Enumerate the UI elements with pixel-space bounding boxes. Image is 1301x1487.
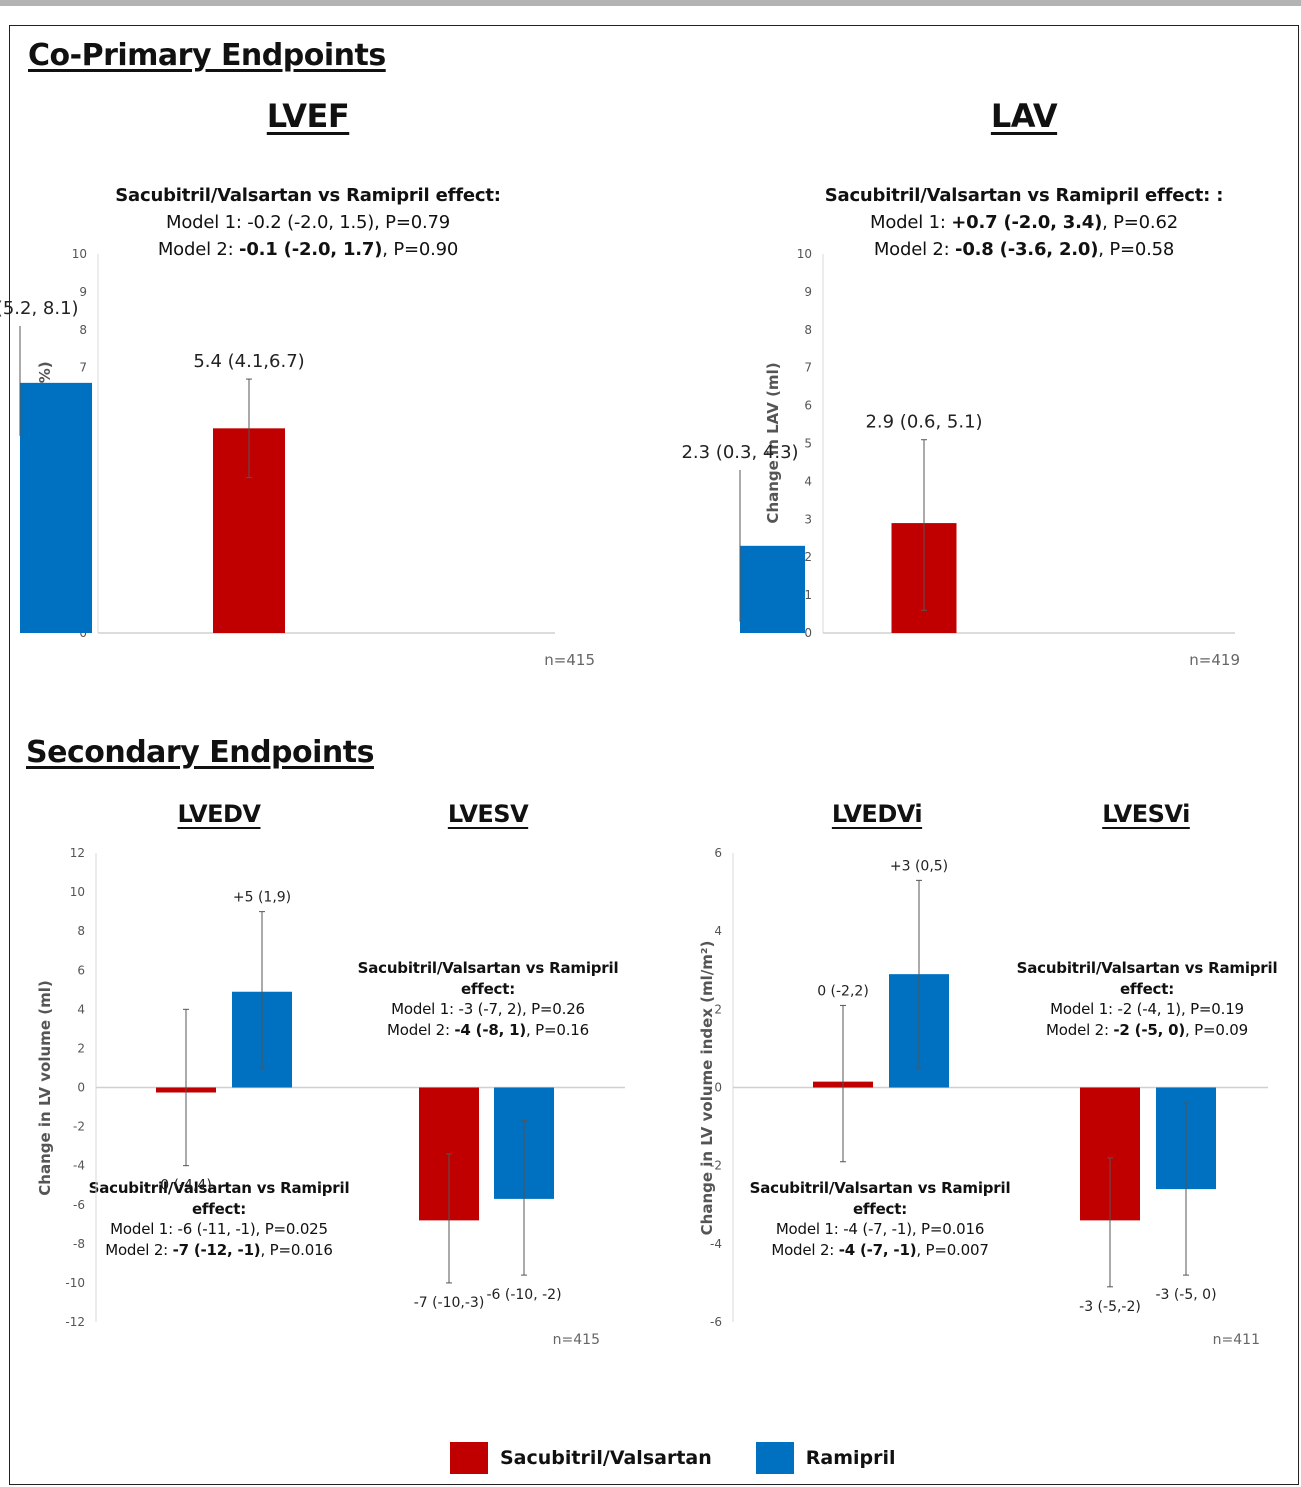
y-tick-label: 5 xyxy=(804,437,812,451)
y-axis-title: Change in LAV (ml) xyxy=(764,362,782,523)
bar-value-label: -3 (-5,-2) xyxy=(1079,1299,1141,1315)
bar-lav-ramipril xyxy=(740,545,805,633)
effect-lav-model2: Model 2: -0.8 (-3.6, 2.0), P=0.58 xyxy=(873,239,1175,260)
sample-size-label: n=415 xyxy=(544,651,595,669)
chart-lv-volume-index: -6 -4 -2 0 2 4 6 Change in LV volume index (ml/… xyxy=(698,846,1268,1348)
effect-lvesvi: Sacubitril/Valsartan vs Ramipril effect:… xyxy=(1016,959,1278,1039)
effect-lvedvi-model2: Model 2: -4 (-7, -1), P=0.007 xyxy=(771,1240,989,1259)
effect-lvedv: Sacubitril/Valsartan vs Ramipril effect:… xyxy=(88,1179,350,1259)
bar-value-label: 2.3 (0.3, 4.3) xyxy=(681,442,798,463)
y-tick-label: 2 xyxy=(804,550,812,564)
y-axis-title: Change in LV volume index (ml/m²) xyxy=(698,941,716,1236)
bar-value-label: +3 (0,5) xyxy=(890,858,948,874)
y-tick-label: -6 xyxy=(73,1198,85,1212)
chart-lav: 0 1 2 3 4 5 6 7 8 9 10 Change in LAV (ml) 2.9 (0.6, … xyxy=(681,247,1240,669)
y-tick-label: -2 xyxy=(710,1159,722,1173)
legend-item-sacubitril-valsartan: Sacubitril/Valsartan xyxy=(450,1442,712,1474)
y-tick-label: -6 xyxy=(710,1315,722,1329)
bar-value-label: -7 (-10,-3) xyxy=(414,1295,485,1311)
effect-lvesv-model2: Model 2: -4 (-8, 1), P=0.16 xyxy=(387,1020,589,1039)
legend: Sacubitril/Valsartan Ramipril xyxy=(450,1442,940,1474)
effect-lvef-model1: Model 1: -0.2 (-2.0, 1.5), P=0.79 xyxy=(166,212,450,233)
y-tick-label: 8 xyxy=(77,924,85,938)
bar-value-label: +5 (1,9) xyxy=(233,890,291,906)
y-tick-label: -10 xyxy=(65,1276,85,1290)
y-axis-title: Change in LV volume (ml) xyxy=(36,980,54,1195)
effect-lvesv-model1: Model 1: -3 (-7, 2), P=0.26 xyxy=(391,1000,585,1018)
y-tick-label: 2 xyxy=(77,1041,85,1055)
y-tick-label: 4 xyxy=(77,1002,85,1016)
effect-lav: Sacubitril/Valsartan vs Ramipril effect:… xyxy=(825,182,1224,263)
y-tick-label: 12 xyxy=(70,846,85,860)
y-tick-label: 2 xyxy=(714,1002,722,1016)
y-tick-label: 4 xyxy=(804,474,812,488)
section-title-secondary: Secondary Endpoints xyxy=(26,735,374,770)
y-tick-label: 0 xyxy=(77,1081,85,1095)
bar-value-label: 2.9 (0.6, 5.1) xyxy=(865,412,982,433)
bar-value-label: 5.4 (4.1,6.7) xyxy=(193,351,304,372)
effect-lvesv: Sacubitril/Valsartan vs Ramipril effect:… xyxy=(357,959,619,1039)
y-tick-label: 7 xyxy=(804,361,812,375)
y-tick-label: 3 xyxy=(804,512,812,526)
y-tick-label: -4 xyxy=(73,1159,85,1173)
y-tick-label: -12 xyxy=(65,1315,85,1329)
effect-lav-model1: Model 1: +0.7 (-2.0, 3.4), P=0.62 xyxy=(870,212,1178,233)
y-tick-label: -4 xyxy=(710,1237,722,1251)
effect-lvef-model2: Model 2: -0.1 (-2.0, 1.7), P=0.90 xyxy=(157,239,459,260)
chart-title-lvef: LVEF xyxy=(266,97,350,135)
chart-title-lvedvi: LVEDVi xyxy=(831,800,923,828)
chart-title-lvedv: LVEDV xyxy=(177,800,261,828)
figure-frame xyxy=(9,25,1299,1485)
effect-lav-head: Sacubitril/Valsartan vs Ramipril effect:… xyxy=(824,185,1224,206)
y-tick-label: 0 xyxy=(804,626,812,640)
y-tick-label: 7 xyxy=(79,361,87,375)
sample-size-label: n=415 xyxy=(553,1332,600,1348)
effect-lvedvi-model1: Model 1: -4 (-7, -1), P=0.016 xyxy=(775,1220,985,1238)
effect-lvedvi: Sacubitril/Valsartan vs Ramipril effect:… xyxy=(749,1179,1011,1259)
legend-label: Ramipril xyxy=(805,1447,896,1469)
y-tick-label: 8 xyxy=(804,323,812,337)
legend-item-ramipril: Ramipril xyxy=(755,1442,896,1474)
bar-value-label: 0 (-2,2) xyxy=(817,983,869,999)
y-tick-label: 6 xyxy=(804,399,812,413)
effect-lvesvi-model2: Model 2: -2 (-5, 0), P=0.09 xyxy=(1046,1020,1248,1039)
section-title-primary: Co-Primary Endpoints xyxy=(28,38,386,73)
y-tick-label: 9 xyxy=(804,285,812,299)
y-tick-label: 6 xyxy=(714,846,722,860)
y-tick-label: -8 xyxy=(73,1237,85,1251)
y-tick-label: 10 xyxy=(70,885,85,899)
chart-title-lvesvi: LVESVi xyxy=(1102,800,1190,828)
effect-lvedv-model1: Model 1: -6 (-11, -1), P=0.025 xyxy=(110,1220,328,1238)
effect-lvesvi-model1: Model 1: -2 (-4, 1), P=0.19 xyxy=(1050,1000,1244,1018)
legend-swatch-blue xyxy=(755,1442,794,1474)
y-tick-label: 6 xyxy=(77,963,85,977)
legend-label: Sacubitril/Valsartan xyxy=(500,1447,712,1469)
chart-lv-volume: -12 -10 -8 -6 -4 -2 0 2 4 6 8 10 12 Change in LV volu… xyxy=(36,846,625,1348)
y-tick-label: 8 xyxy=(79,323,87,337)
y-tick-label: 10 xyxy=(72,247,87,261)
y-tick-label: 4 xyxy=(714,924,722,938)
bar-value-label: -3 (-5, 0) xyxy=(1155,1287,1216,1303)
chart-title-lav: LAV xyxy=(990,97,1058,135)
effect-lvef-head: Sacubitril/Valsartan vs Ramipril effect: xyxy=(115,185,501,206)
top-rule xyxy=(0,0,1301,6)
y-tick-label: 10 xyxy=(797,247,812,261)
chart-title-lvesv: LVESV xyxy=(447,800,529,828)
bar-lvef-ramipril xyxy=(20,382,92,633)
sample-size-label: n=411 xyxy=(1213,1332,1260,1348)
y-tick-label: 1 xyxy=(804,588,812,602)
sample-size-label: n=419 xyxy=(1189,651,1240,669)
bar-value-label: 0 (-4,4) xyxy=(160,1178,212,1194)
bar-value-label: -6 (-10, -2) xyxy=(486,1287,561,1303)
y-tick-label: 0 xyxy=(714,1081,722,1095)
legend-swatch-red xyxy=(450,1442,488,1474)
y-tick-label: 9 xyxy=(79,285,87,299)
effect-lvef: Sacubitril/Valsartan vs Ramipril effect:… xyxy=(115,182,501,263)
bar-value-label: 6.6 (5.2, 8.1) xyxy=(0,298,79,319)
y-tick-label: -2 xyxy=(73,1120,85,1134)
effect-lvedv-model2: Model 2: -7 (-12, -1), P=0.016 xyxy=(105,1240,333,1259)
